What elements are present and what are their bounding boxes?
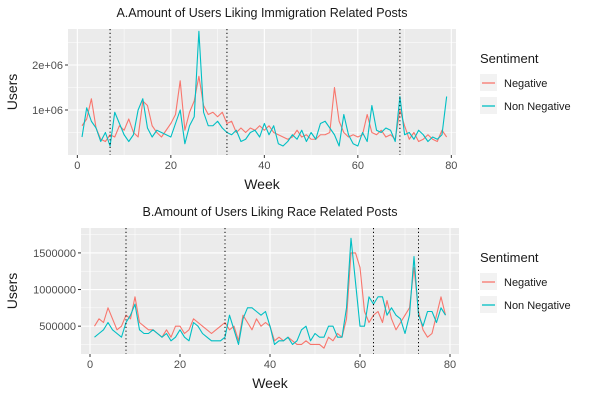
- plot-panel: [68, 29, 456, 155]
- legend-label: Negative: [504, 277, 547, 289]
- x-axis-label: Week: [252, 375, 289, 391]
- x-tick-label: 20: [174, 359, 186, 371]
- chart-title: B.Amount of Users Liking Race Related Po…: [143, 205, 398, 219]
- x-tick-label: 80: [444, 359, 456, 371]
- legend-title: Sentiment: [480, 250, 539, 265]
- chart-panel-b: B.Amount of Users Liking Race Related Po…: [4, 205, 571, 391]
- legend-title: Sentiment: [480, 51, 539, 66]
- x-axis-label: Week: [244, 176, 281, 192]
- chart-panel-a: A.Amount of Users Liking Immigration Rel…: [4, 6, 571, 192]
- legend-label: Non Negative: [504, 101, 571, 113]
- y-tick-label: 1000000: [33, 285, 76, 297]
- legend-label: Non Negative: [504, 300, 571, 312]
- series-line-non-negative: [81, 30, 448, 147]
- y-tick-label: 2e+06: [32, 60, 63, 72]
- x-tick-label: 60: [354, 359, 366, 371]
- y-tick-label: 500000: [39, 321, 76, 333]
- y-axis-label: Users: [4, 74, 20, 111]
- y-axis-label: Users: [4, 273, 20, 310]
- y-tick-label: 1e+06: [32, 105, 63, 117]
- series-line-non-negative: [94, 237, 446, 346]
- x-tick-label: 0: [74, 160, 80, 172]
- x-tick-label: 0: [87, 359, 93, 371]
- x-tick-label: 40: [258, 160, 270, 172]
- x-tick-label: 20: [165, 160, 177, 172]
- x-tick-label: 80: [445, 160, 457, 172]
- chart-title: A.Amount of Users Liking Immigration Rel…: [116, 6, 407, 20]
- x-tick-label: 60: [352, 160, 364, 172]
- legend: Sentiment Negative Non Negative: [480, 250, 571, 313]
- legend-label: Negative: [504, 78, 547, 90]
- y-tick-label: 1500000: [33, 248, 76, 260]
- legend: Sentiment Negative Non Negative: [480, 51, 571, 114]
- x-tick-label: 40: [264, 359, 276, 371]
